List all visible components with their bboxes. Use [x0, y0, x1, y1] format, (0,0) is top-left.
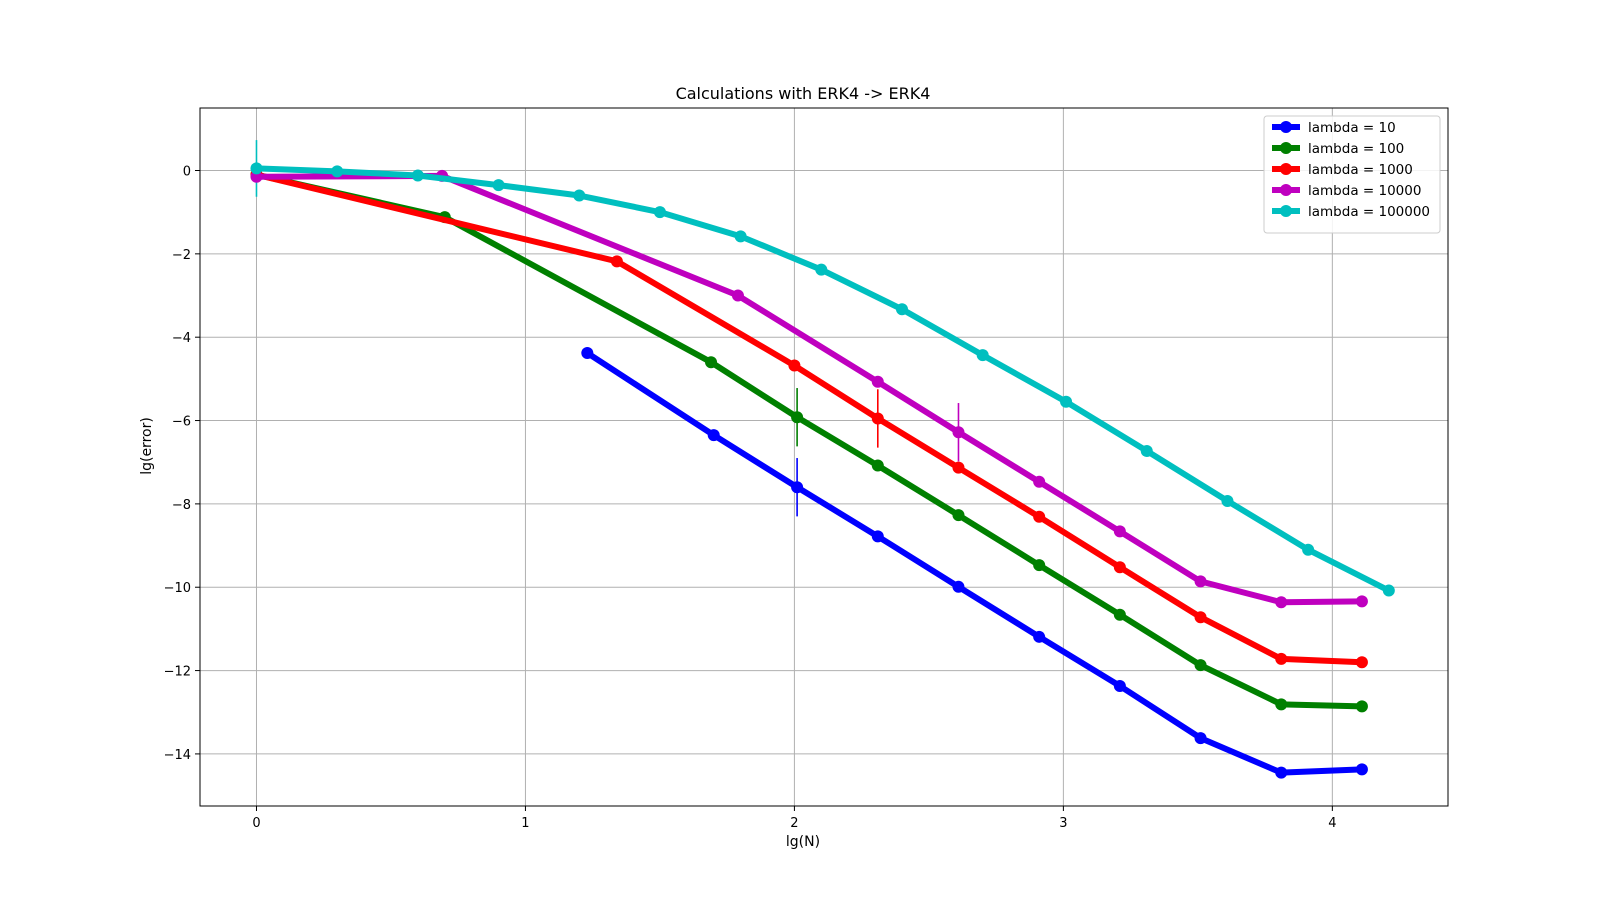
series-4 — [250, 169, 1368, 609]
series-line — [255, 171, 1363, 666]
data-point — [705, 356, 718, 369]
data-point — [1275, 652, 1288, 665]
legend-item: lambda = 100000 — [1272, 204, 1430, 220]
data-point — [1275, 596, 1288, 609]
data-point — [815, 263, 828, 276]
data-point — [871, 375, 884, 388]
y-axis-label: lg(error) — [139, 417, 155, 475]
data-point — [1275, 698, 1288, 711]
legend-swatch-marker — [1280, 121, 1292, 133]
x-tick-label: 1 — [521, 816, 529, 831]
legend-label: lambda = 10000 — [1308, 183, 1421, 199]
data-point — [250, 170, 263, 183]
data-point — [1113, 679, 1126, 692]
data-point — [610, 255, 623, 268]
series-line — [585, 350, 1363, 776]
series-line — [256, 172, 1362, 606]
data-point — [952, 461, 965, 474]
y-tick-label: 0 — [183, 165, 191, 180]
data-point — [734, 230, 747, 243]
data-point — [871, 412, 884, 425]
data-point — [1355, 700, 1368, 713]
x-tick-label: 2 — [790, 816, 798, 831]
legend-item: lambda = 100 — [1272, 141, 1404, 157]
legend: lambda = 10 lambda = 100 lambda = 1000 lamb… — [1263, 115, 1441, 234]
x-tick-label: 3 — [1059, 816, 1067, 831]
data-point — [1194, 575, 1207, 588]
y-tick-label: −2 — [172, 248, 191, 263]
legend-label: lambda = 100000 — [1308, 204, 1430, 220]
legend-swatch-marker — [1280, 205, 1292, 217]
data-point — [731, 289, 744, 302]
data-point — [1194, 611, 1207, 624]
data-point — [250, 162, 263, 175]
legend-label: lambda = 10 — [1308, 120, 1396, 136]
data-point — [581, 347, 594, 360]
data-point — [896, 303, 908, 316]
plot-area-frame — [199, 107, 1449, 807]
legend-swatch-marker — [1280, 142, 1292, 154]
legend-item: lambda = 1000 — [1272, 162, 1413, 178]
data-point — [707, 429, 720, 442]
data-point — [952, 426, 965, 439]
data-point — [653, 206, 666, 219]
y-tick-label: −12 — [164, 665, 191, 680]
data-point — [1140, 444, 1153, 457]
data-point — [952, 509, 965, 522]
data-point — [871, 530, 884, 543]
data-point — [1033, 510, 1046, 523]
tick-layer: 0 1 2 3 4 0 −2 −4 −6 −8 −10 −12 −14 — [164, 165, 1337, 831]
legend-label: lambda = 1000 — [1308, 162, 1413, 178]
data-point — [1033, 559, 1046, 572]
legend-label: lambda = 100 — [1308, 141, 1404, 157]
data-point — [1194, 659, 1207, 672]
chart-title: Calculations with ERK4 -> ERK4 — [676, 84, 931, 103]
legend-swatch-marker — [1280, 184, 1292, 196]
series-1 — [581, 347, 1368, 779]
x-tick-label: 0 — [252, 816, 260, 831]
legend-item: lambda = 10000 — [1272, 183, 1421, 199]
data-point — [573, 189, 586, 202]
data-point — [331, 165, 344, 178]
data-point — [1355, 595, 1368, 608]
y-tick-label: −4 — [172, 331, 191, 346]
data-point — [791, 411, 804, 424]
data-point — [1355, 656, 1368, 669]
data-point — [411, 169, 424, 182]
data-point — [1113, 608, 1126, 621]
data-point — [1113, 561, 1126, 574]
data-point — [1060, 395, 1073, 408]
data-point — [1113, 525, 1126, 538]
data-point — [976, 349, 989, 362]
legend-box — [1263, 115, 1441, 234]
data-point — [1302, 543, 1315, 556]
legend-item: lambda = 10 — [1272, 120, 1396, 136]
y-tick-label: −8 — [172, 498, 191, 513]
data-point — [1275, 766, 1288, 779]
y-tick-label: −10 — [164, 581, 191, 596]
y-tick-label: −14 — [164, 748, 191, 763]
data-point — [1033, 475, 1046, 488]
data-point — [1382, 584, 1395, 597]
x-axis-label: lg(N) — [786, 834, 820, 850]
series-5 — [250, 162, 1395, 597]
x-tick-label: 4 — [1328, 816, 1336, 831]
data-point — [788, 359, 801, 372]
data-point — [791, 481, 804, 494]
legend-swatch-marker — [1280, 163, 1292, 175]
y-tick-label: −6 — [172, 415, 191, 430]
data-point — [492, 179, 505, 192]
data-point — [1355, 763, 1368, 776]
data-point — [871, 459, 884, 472]
data-point — [1194, 732, 1207, 745]
series-layer — [250, 162, 1395, 779]
data-point — [952, 580, 965, 593]
data-point — [1033, 630, 1046, 643]
data-point — [1221, 494, 1234, 507]
